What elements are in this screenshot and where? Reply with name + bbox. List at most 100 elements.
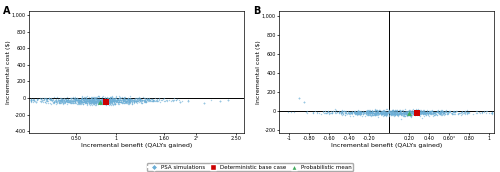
- Point: [184, 98, 192, 101]
- Point: [409, 111, 417, 114]
- Point: [374, 115, 382, 118]
- Point: [90, 101, 98, 104]
- Point: [370, 113, 378, 116]
- Point: [126, 101, 134, 104]
- Point: [81, 101, 89, 104]
- Point: [406, 110, 414, 113]
- Point: [80, 98, 88, 101]
- Point: [110, 101, 118, 104]
- Point: [464, 112, 471, 115]
- Point: [356, 111, 364, 114]
- Point: [328, 112, 336, 115]
- Point: [80, 99, 88, 101]
- Point: [386, 111, 394, 114]
- Point: [98, 96, 106, 99]
- Point: [126, 101, 134, 104]
- Point: [381, 111, 389, 114]
- Point: [354, 109, 362, 112]
- Point: [410, 112, 418, 115]
- Point: [312, 111, 320, 114]
- Point: [56, 97, 64, 100]
- Point: [107, 100, 115, 103]
- Point: [32, 98, 40, 101]
- Point: [67, 97, 75, 99]
- Point: [428, 112, 436, 115]
- Point: [454, 110, 462, 113]
- Point: [422, 114, 430, 116]
- Point: [356, 111, 364, 114]
- Point: [62, 100, 70, 102]
- Point: [381, 112, 389, 114]
- Point: [64, 99, 72, 101]
- Point: [138, 99, 146, 102]
- Point: [374, 111, 382, 114]
- Point: [379, 111, 387, 114]
- Point: [377, 111, 385, 114]
- Point: [398, 109, 406, 112]
- Point: [71, 96, 79, 98]
- Point: [119, 98, 127, 101]
- Point: [112, 102, 120, 105]
- Point: [126, 100, 134, 103]
- Point: [78, 98, 86, 100]
- Point: [461, 109, 469, 112]
- Point: [132, 101, 140, 103]
- Point: [84, 99, 92, 102]
- Point: [385, 114, 393, 117]
- Point: [122, 95, 130, 98]
- Point: [380, 112, 388, 114]
- Point: [382, 111, 390, 113]
- Point: [124, 98, 132, 101]
- Point: [42, 98, 50, 100]
- Point: [134, 100, 142, 102]
- Point: [57, 98, 65, 101]
- Point: [140, 100, 147, 102]
- Point: [358, 110, 366, 113]
- Point: [102, 101, 110, 104]
- Point: [350, 111, 358, 114]
- Point: [374, 109, 382, 112]
- Point: [120, 98, 128, 100]
- Point: [83, 100, 91, 103]
- Point: [125, 101, 133, 104]
- Point: [101, 101, 109, 104]
- Point: [94, 95, 102, 98]
- Point: [136, 99, 144, 101]
- Point: [325, 111, 333, 114]
- Point: [150, 100, 158, 102]
- Point: [130, 98, 138, 101]
- Point: [96, 98, 104, 101]
- Point: [100, 98, 108, 101]
- Point: [362, 110, 370, 112]
- Point: [101, 100, 109, 103]
- Point: [400, 109, 407, 112]
- Point: [362, 113, 370, 116]
- Point: [405, 112, 413, 115]
- Point: [140, 100, 148, 103]
- Point: [122, 102, 130, 104]
- Point: [88, 98, 96, 101]
- Point: [432, 110, 440, 113]
- Point: [62, 99, 70, 102]
- Point: [136, 98, 144, 101]
- Point: [410, 111, 418, 113]
- Point: [63, 100, 71, 103]
- Point: [60, 98, 68, 101]
- Point: [436, 110, 444, 113]
- Point: [396, 111, 404, 114]
- Point: [397, 111, 405, 114]
- Point: [391, 114, 399, 116]
- Point: [96, 102, 104, 105]
- Point: [40, 97, 48, 100]
- Point: [106, 96, 114, 99]
- Point: [407, 111, 415, 114]
- Point: [394, 111, 402, 114]
- Point: [90, 97, 98, 99]
- Point: [94, 98, 102, 100]
- Point: [110, 102, 118, 104]
- Point: [94, 99, 102, 101]
- Point: [407, 115, 415, 117]
- Point: [393, 113, 401, 116]
- Point: [387, 114, 395, 116]
- Point: [391, 114, 399, 117]
